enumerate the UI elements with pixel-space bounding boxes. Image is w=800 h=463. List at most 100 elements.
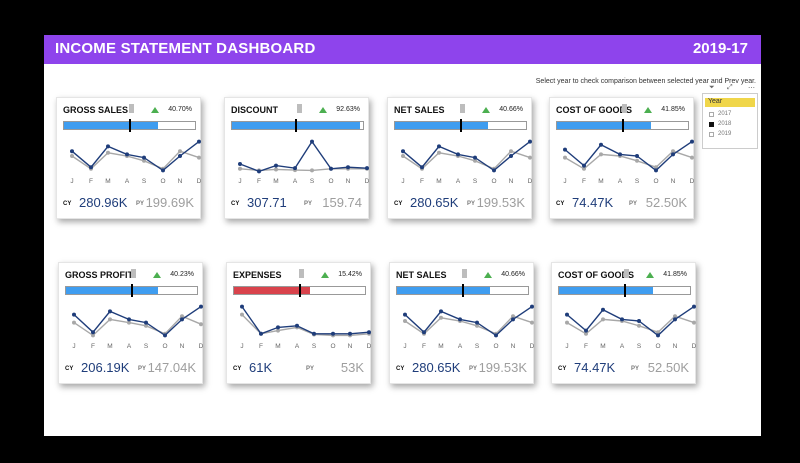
py-series-point [692,320,696,325]
month-label: D [527,178,533,185]
cy-series-point [257,169,261,174]
cy-label: CY [233,366,242,372]
py-label: PY [306,366,315,372]
py-series-point [70,154,74,158]
target-marker [621,119,624,132]
cy-series-point [276,325,280,330]
py-series-line [73,315,202,337]
py-label: PY [138,366,147,372]
instructions-text: Select year to check comparison between … [535,78,756,85]
year-slicer: Year 2017 2018 2019 [702,93,758,149]
card-title: NET SALES [396,270,447,280]
progress-bar [394,119,527,132]
cy-series-point [106,144,110,149]
checkbox-icon[interactable] [709,122,714,127]
month-label: S [636,343,642,350]
month-label: O [162,343,168,350]
expand-icon[interactable]: ⤢ [727,84,733,91]
month-label: A [126,343,132,350]
month-label: N [347,343,353,350]
target-marker [623,284,626,297]
cy-series-point [654,168,658,173]
kpi-card[interactable]: NET SALES 40.66% J F M A S O N D CY 280.65K PY 199.53… [389,262,534,384]
month-label: S [474,343,480,350]
py-series-point [563,155,567,160]
kpi-card[interactable]: DISCOUNT 92.63% J F M A S O N D CY 307.71 PY 159.74 [224,97,369,219]
kpi-card[interactable]: COST OF GOODS 41.85% J F M A S O N D CY 74.47K PY 52.… [551,262,696,384]
cy-series-point [197,139,201,144]
py-label: PY [136,201,145,207]
cy-label: CY [63,201,72,207]
kpi-card[interactable]: EXPENSES 15.42% J F M A S O N D CY 61K PY 53K [226,262,371,384]
cy-series-point [161,168,165,173]
cy-value: 280.65K [412,360,461,375]
cy-series-line [566,306,695,337]
sparkline-chart [70,139,201,173]
progress-bar [231,119,364,132]
cy-series-point [692,304,696,309]
py-series-point [654,165,658,170]
month-label: D [196,178,202,185]
slicer-toolbar: ⏷ ⤢ ⋯ [705,84,765,94]
slicer-item-label: 2018 [718,121,732,127]
py-series-point [673,314,677,319]
cy-label: CY [65,366,74,372]
month-label: S [472,178,478,185]
kpi-card[interactable]: NET SALES 40.66% J F M A S O N D CY 280.65K PY 199.53… [387,97,532,219]
py-series-point [437,150,441,155]
py-series-line [402,150,531,170]
py-series-point [475,323,479,328]
cy-series-point [238,162,242,166]
filter-icon[interactable]: ⏷ [709,84,715,91]
up-arrow-icon [482,107,490,113]
cy-series-point [348,331,352,336]
target-marker [128,119,131,132]
py-series-point [178,149,182,154]
slicer-item-label: 2019 [718,131,732,137]
py-series-point [511,314,515,319]
cy-series-point [293,166,297,171]
cy-series-point [127,317,131,322]
cy-series-point [312,331,316,336]
month-label: D [364,178,370,185]
cy-series-point [178,154,182,158]
month-label: A [455,178,461,185]
cy-series-point [295,323,299,328]
month-label: N [177,178,183,185]
kpi-card[interactable]: GROSS SALES 40.70% J F M A S O N D CY 280.96K PY 199.… [56,97,201,219]
py-series-point [144,323,148,328]
progress-bar [558,284,691,297]
cy-series-point [637,319,641,323]
month-label: N [672,343,678,350]
cy-series-point [456,152,460,157]
month-label: D [198,343,204,350]
cy-series-point [144,320,148,325]
py-series-point [91,333,95,338]
card-percent: 40.66% [499,106,523,113]
up-arrow-icon [646,272,654,278]
kpi-card[interactable]: GROSS PROFIT 40.23% J F M A S O N D CY 206.19K PY 147… [58,262,203,384]
sparkline-chart [401,139,532,173]
cy-value: 74.47K [572,195,614,210]
sparkline-chart [72,304,203,338]
cy-series-point [439,309,443,314]
py-series-point [509,149,513,154]
card-percent: 41.85% [663,271,687,278]
py-series-point [690,155,694,160]
month-label: A [617,178,623,185]
cy-series-point [142,155,146,160]
checkbox-icon[interactable] [709,112,714,117]
cy-series-point [582,163,586,168]
py-value: 53K [340,360,364,375]
month-label: J [563,178,567,185]
py-series-point [565,320,569,325]
kpi-card[interactable]: COST OF GOODS 41.85% J F M A S O N D CY 74.47K PY 52.… [549,97,694,219]
checkbox-icon[interactable] [709,132,714,137]
py-series-point [142,158,146,163]
progress-fill [559,287,654,294]
cy-series-point [274,163,278,168]
more-options-icon[interactable]: ⋯ [748,85,755,92]
